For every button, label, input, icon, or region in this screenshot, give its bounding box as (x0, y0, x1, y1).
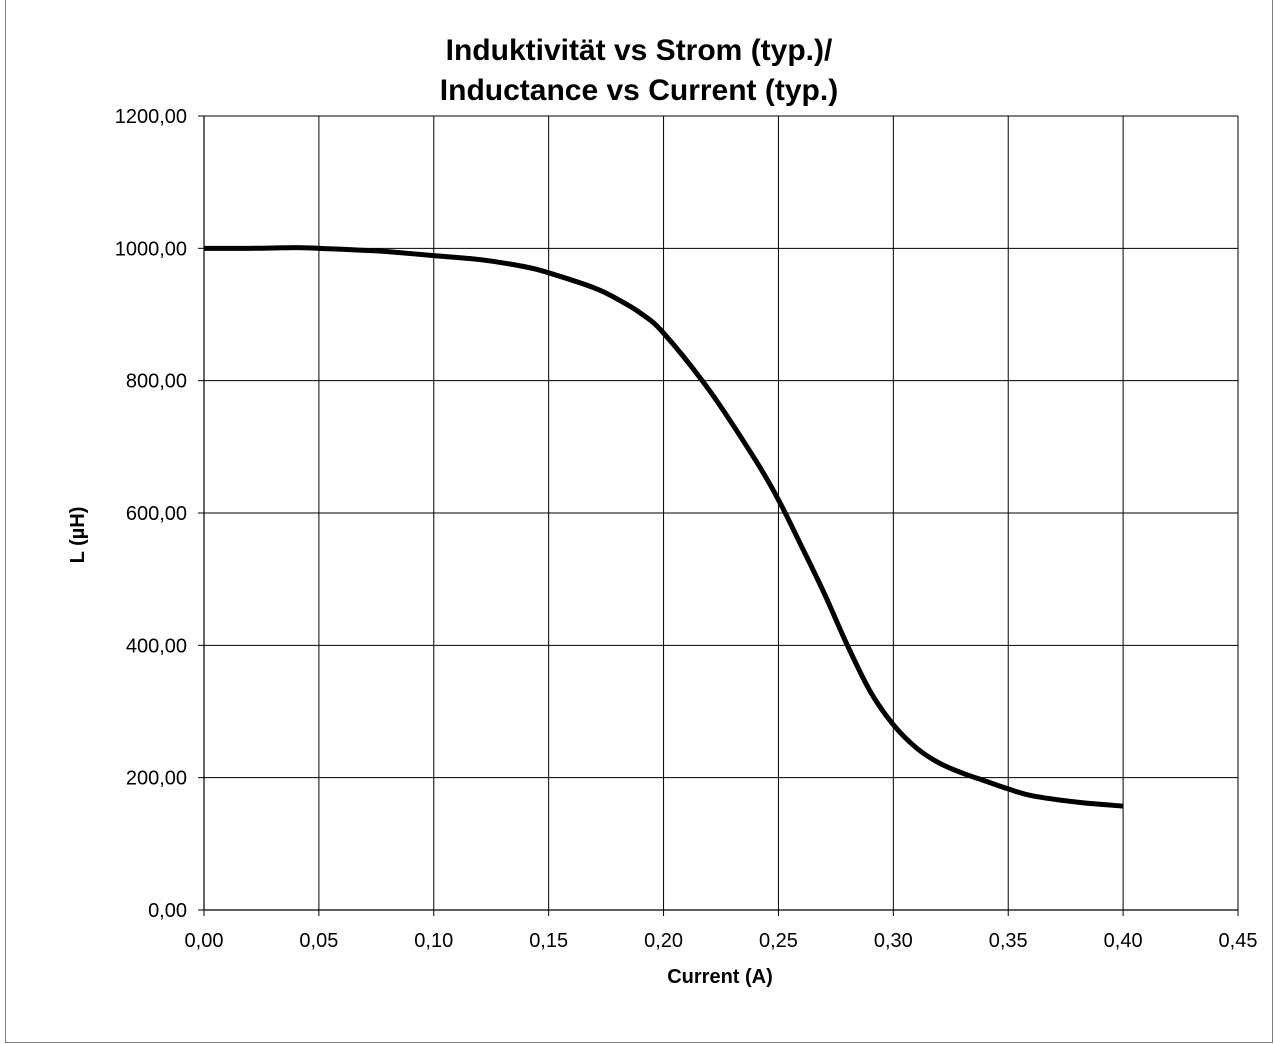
x-tick-label: 0,40 (1104, 930, 1143, 952)
x-tick-label: 0,05 (299, 930, 338, 952)
x-tick-label: 0,45 (1219, 930, 1258, 952)
y-tick-label: 1200,00 (115, 106, 187, 128)
x-tick-label: 0,35 (989, 930, 1028, 952)
chart-title-line-2: Inductance vs Current (typ.) (440, 74, 838, 107)
y-tick-labels: 0,00 200,00 400,00 600,00 800,00 1000,00 1200,… (115, 106, 187, 922)
series-group (203, 245, 1124, 809)
chart-title-line-1: Induktivität vs Strom (typ.)/ (446, 34, 833, 67)
y-axis-title: L (µH) (67, 507, 89, 564)
x-tick-labels: 0,00 0,05 0,10 0,15 0,20 0,25 0,30 0,35 0,40 0,45 (185, 930, 1258, 952)
x-tick-label: 0,20 (644, 930, 683, 952)
chart-frame (5, 0, 1273, 1043)
gridlines (204, 115, 1239, 910)
x-tick-label: 0,10 (414, 930, 453, 952)
x-tick-label: 0,15 (529, 930, 568, 952)
x-axis-title: Current (A) (667, 966, 773, 988)
y-tick-label: 200,00 (126, 768, 187, 790)
y-tick-label: 800,00 (126, 371, 187, 393)
x-tick-label: 0,30 (874, 930, 913, 952)
series-line (203, 245, 1124, 809)
y-tick-label: 400,00 (126, 635, 187, 657)
x-tick-label: 0,00 (185, 930, 224, 952)
x-tick-label: 0,25 (759, 930, 798, 952)
y-tick-label: 0,00 (148, 900, 187, 922)
y-tick-label: 600,00 (126, 503, 187, 525)
y-tick-label: 1000,00 (115, 238, 187, 260)
axes (198, 115, 1239, 916)
